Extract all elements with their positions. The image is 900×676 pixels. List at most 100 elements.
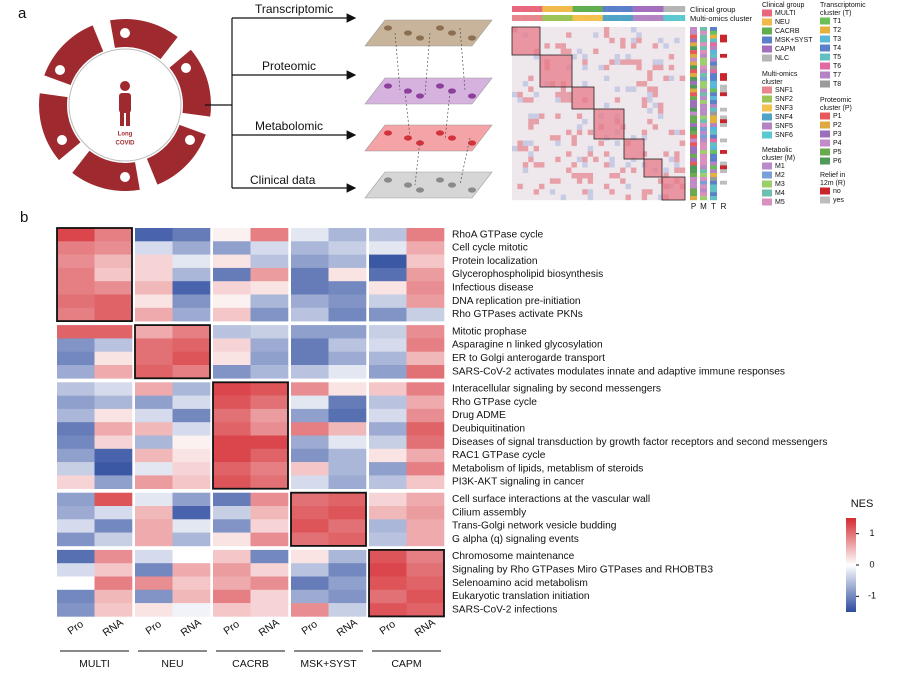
- heat-cell: [172, 294, 211, 309]
- annotation-strip: [581, 15, 586, 21]
- cluster-cell: [614, 97, 621, 103]
- legend-title: cluster (M): [762, 155, 795, 162]
- legend-title: Proteomic: [820, 97, 852, 104]
- group-label: NEU: [161, 658, 183, 670]
- cluster-cell: [566, 97, 572, 103]
- cluster-cell: [522, 183, 529, 190]
- annotation-strip: [710, 153, 717, 158]
- heat-cell: [172, 267, 211, 282]
- cluster-cell: [641, 64, 648, 71]
- annotation-strip: [690, 188, 697, 193]
- legend-label: SNF6: [775, 132, 793, 139]
- cluster-cell: [668, 32, 675, 39]
- cluster-cell: [549, 151, 556, 157]
- heat-cell: [135, 519, 173, 533]
- cluster-cell: [663, 54, 669, 60]
- cluster-cell: [614, 167, 621, 174]
- legend-label: M5: [775, 199, 785, 206]
- annotation-strip: [700, 134, 707, 139]
- legend-label: P4: [833, 140, 842, 147]
- cluster-cell: [593, 151, 599, 157]
- heat-cell: [369, 408, 407, 423]
- heat-cell: [94, 603, 133, 617]
- cluster-cell: [512, 113, 518, 120]
- heat-cell: [135, 532, 173, 547]
- column-label: Pro: [299, 618, 319, 637]
- cluster-cell: [674, 102, 680, 109]
- legend-label: SNF4: [775, 114, 793, 121]
- cluster-cell: [630, 135, 637, 141]
- annotation-strip: [720, 161, 727, 166]
- cluster-cell: [544, 178, 551, 184]
- heat-cell: [57, 281, 95, 295]
- legend-label: NLC: [775, 55, 789, 62]
- cluster-cell: [555, 27, 561, 33]
- cluster-cell: [668, 81, 675, 87]
- cluster-cell: [582, 70, 588, 76]
- annotation-strip: [598, 15, 604, 21]
- annotation-strip: [720, 88, 727, 93]
- heat-cell: [369, 382, 407, 396]
- heat-cell: [94, 325, 133, 339]
- annotation-strip: [710, 111, 717, 116]
- annotation-strip: [700, 46, 707, 51]
- heat-cell: [94, 462, 133, 476]
- cluster-cell: [625, 129, 632, 136]
- layer-node: [436, 130, 444, 136]
- cluster-cell: [539, 135, 545, 141]
- annotation-strip: [690, 96, 697, 101]
- heat-cell: [172, 492, 211, 507]
- annotation-strip: [710, 184, 717, 189]
- annotation-strip: [710, 42, 717, 47]
- legend-label: P6: [833, 158, 842, 165]
- cluster-cell: [560, 48, 567, 55]
- heat-cell: [57, 254, 95, 269]
- cluster-cell: [679, 145, 686, 152]
- annotation-strip: [615, 6, 621, 12]
- cluster-cell: [636, 124, 642, 130]
- cluster-cell: [630, 113, 637, 120]
- cluster-cell: [517, 145, 524, 152]
- cluster-cell: [657, 48, 664, 55]
- annotation-strip: [700, 30, 707, 35]
- cluster-cell: [679, 81, 686, 87]
- cluster-cell: [582, 64, 588, 71]
- column-label: RNA: [179, 617, 204, 640]
- cluster-cell: [566, 167, 572, 174]
- cluster-cell: [647, 113, 653, 120]
- cluster-cell: [679, 167, 686, 174]
- annotation-strip: [700, 130, 707, 135]
- annotation-strip: [659, 6, 664, 12]
- heat-cell: [406, 448, 445, 463]
- cluster-cell: [609, 59, 615, 66]
- cluster-cell: [636, 183, 642, 190]
- cluster-cell: [652, 81, 659, 87]
- cluster-cell: [539, 43, 545, 49]
- annotation-strip: [720, 61, 727, 66]
- cluster-cell: [641, 145, 648, 152]
- heat-cell: [213, 519, 251, 533]
- cluster-cell: [657, 32, 664, 39]
- annotation-strip: [700, 146, 707, 151]
- annotation-strip: [602, 15, 608, 21]
- cluster-cell: [539, 113, 545, 120]
- heat-cell: [172, 603, 211, 617]
- heat-cell: [135, 462, 173, 476]
- annotation-strip: [520, 6, 526, 12]
- legend-swatch: [820, 148, 830, 156]
- annotation-strip: [611, 6, 616, 12]
- cluster-cell: [641, 37, 648, 44]
- cluster-cell: [625, 43, 632, 49]
- heat-cell: [213, 307, 251, 322]
- cluster-cell: [576, 172, 583, 179]
- cluster-cell: [652, 178, 659, 184]
- cluster-cell: [560, 172, 567, 179]
- heat-cell: [172, 506, 211, 520]
- heat-cell: [406, 338, 445, 352]
- cluster-cell: [641, 48, 648, 55]
- legend-label: no: [833, 188, 841, 195]
- cluster-cell: [512, 75, 518, 82]
- layer-node: [384, 177, 392, 183]
- cluster-cell: [576, 162, 583, 168]
- cluster-cell: [555, 140, 561, 147]
